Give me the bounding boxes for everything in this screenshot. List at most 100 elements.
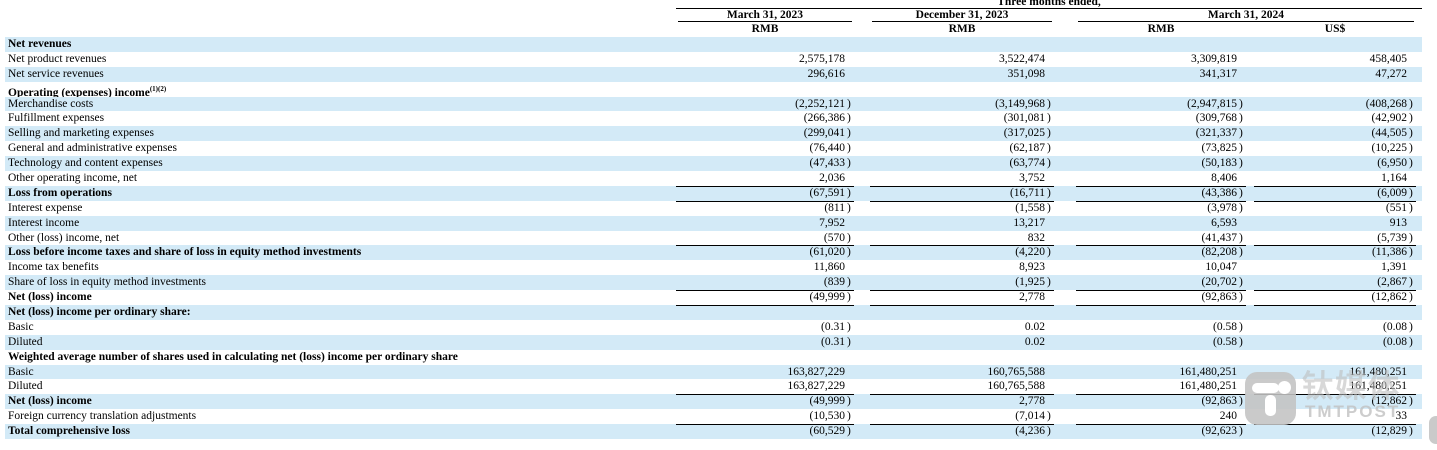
value-cell: (299,041) bbox=[676, 126, 854, 141]
row-label: Share of loss in equity method investmen… bbox=[8, 276, 207, 289]
value-cell bbox=[1254, 82, 1416, 97]
value-cell: 160,765,588 bbox=[870, 379, 1054, 396]
cell-value: (408,268 bbox=[1365, 97, 1407, 110]
value-cell: (62,187) bbox=[870, 141, 1054, 156]
value-cell: (47,433) bbox=[676, 156, 854, 171]
row-label: Loss before income taxes and share of lo… bbox=[8, 246, 362, 259]
value-cell: (41,437) bbox=[1076, 231, 1246, 247]
value-cell bbox=[870, 37, 1054, 52]
currency-header-usd: US$ bbox=[1324, 23, 1346, 35]
value-cell: (811) bbox=[676, 201, 854, 216]
value-cell: 161,480,251 bbox=[1254, 379, 1416, 396]
period-header-label: Three months ended, bbox=[997, 0, 1101, 8]
column-header-date-mar-2024: March 31, 2024 bbox=[1078, 9, 1414, 22]
cell-value: (63,774 bbox=[1009, 157, 1045, 170]
cell-value: 10,047 bbox=[1205, 261, 1237, 274]
cell-value bbox=[870, 37, 1045, 52]
value-cell: (76,440) bbox=[676, 141, 854, 156]
cell-value: 8,923 bbox=[1019, 261, 1045, 274]
column-header-date-dec-2023: December 31, 2023 bbox=[872, 9, 1052, 22]
table-row: Other operating income, net 2,036 3,752 8,4… bbox=[5, 171, 1422, 187]
cell-value: 0.02 bbox=[1024, 335, 1045, 348]
table-row: Merchandise costs (2,252,121) (3,149,968)(… bbox=[5, 96, 1422, 112]
cell-value: (0.08 bbox=[1383, 320, 1407, 333]
value-cell: (20,702) bbox=[1076, 275, 1246, 292]
value-cell: (551) bbox=[1254, 201, 1416, 216]
tmtpost-logo-icon bbox=[1245, 372, 1296, 425]
table-row: Loss from operations (67,591) (16,711) (43,… bbox=[5, 185, 1422, 202]
value-cell bbox=[1076, 350, 1246, 365]
value-cell: 913 bbox=[1254, 216, 1416, 231]
cell-value bbox=[676, 37, 845, 52]
value-cell: 6,593 bbox=[1076, 216, 1246, 231]
row-label: Net (loss) income bbox=[8, 395, 92, 408]
value-cell: (2,867) bbox=[1254, 275, 1416, 292]
table-row: Net (loss) income (49,999) 2,778 (92,863) (1… bbox=[5, 394, 1422, 410]
value-cell: (2,252,121) bbox=[676, 97, 854, 112]
cell-value: (3,978 bbox=[1207, 201, 1237, 214]
cell-value: 160,765,588 bbox=[987, 365, 1046, 378]
value-cell: 458,405 bbox=[1254, 52, 1416, 67]
cell-value: (309,768 bbox=[1195, 112, 1237, 125]
cell-value: (321,337 bbox=[1195, 127, 1237, 140]
row-label: Merchandise costs bbox=[8, 97, 94, 110]
table-row: Foreign currency translation adjustments… bbox=[5, 409, 1422, 426]
cell-value: (76,440 bbox=[809, 142, 845, 155]
row-label: Net (loss) income per ordinary share: bbox=[8, 306, 191, 319]
value-cell: 1,391 bbox=[1254, 260, 1416, 275]
value-cell: (67,591) bbox=[676, 186, 854, 202]
table-row: Share of loss in equity method investmen… bbox=[5, 275, 1422, 292]
table-row: Selling and marketing expenses (299,041)(… bbox=[5, 126, 1422, 142]
cell-value: 1,164 bbox=[1381, 172, 1407, 185]
value-cell: 3,522,474 bbox=[870, 52, 1054, 67]
cell-value: (0.58 bbox=[1213, 320, 1237, 333]
cell-value: (61,020 bbox=[809, 246, 845, 259]
cell-value: (0.08 bbox=[1383, 335, 1407, 348]
value-cell: (63,774) bbox=[870, 156, 1054, 171]
cell-value: (10,530 bbox=[809, 410, 845, 423]
cell-value: (811 bbox=[824, 201, 845, 214]
cell-value: (50,183 bbox=[1201, 157, 1237, 170]
value-cell: 240 bbox=[1076, 409, 1246, 426]
value-cell: 163,827,229 bbox=[676, 365, 854, 380]
value-cell: (49,999) bbox=[676, 290, 854, 307]
currency-header-rmb-3: RMB bbox=[1147, 23, 1175, 35]
table-row: Net (loss) income per ordinary share: bbox=[5, 305, 1422, 320]
income-statement-table: Three months ended, March 31, 2023 Decem… bbox=[5, 0, 1422, 440]
value-cell: (408,268) bbox=[1254, 97, 1416, 112]
value-cell: 3,309,819 bbox=[1076, 52, 1246, 67]
table-row: Weighted average number of shares used i… bbox=[5, 350, 1422, 365]
cell-value: 0.02 bbox=[1024, 320, 1045, 333]
value-cell: (266,386) bbox=[676, 111, 854, 126]
value-cell: (50,183) bbox=[1076, 156, 1246, 171]
value-cell: (0.08) bbox=[1254, 335, 1416, 350]
value-cell: (1,558) bbox=[870, 201, 1054, 216]
value-cell: 1,164 bbox=[1254, 171, 1416, 187]
cell-value bbox=[1254, 82, 1407, 97]
value-cell bbox=[676, 37, 854, 52]
cell-value bbox=[870, 305, 1045, 320]
value-cell: (570) bbox=[676, 231, 854, 247]
cell-value bbox=[676, 350, 845, 365]
value-cell: (321,337) bbox=[1076, 126, 1246, 141]
table-row: Loss before income taxes and share of lo… bbox=[5, 245, 1422, 261]
table-row: Total comprehensive loss (60,529) (4,236)(… bbox=[5, 424, 1422, 440]
value-cell: 832 bbox=[870, 231, 1054, 247]
row-label: Other operating income, net bbox=[8, 172, 138, 185]
watermark-edge-fragment-icon bbox=[1429, 416, 1437, 444]
cell-value: 296,616 bbox=[807, 67, 845, 80]
cell-value: 7,952 bbox=[819, 216, 845, 229]
cell-value: 351,098 bbox=[1007, 67, 1045, 80]
table-header-dates-row: March 31, 2023 December 31, 2023 March 3… bbox=[5, 9, 1422, 22]
value-cell: (44,505) bbox=[1254, 126, 1416, 141]
cell-value: (7,014 bbox=[1015, 410, 1045, 423]
cell-value: (6,950 bbox=[1377, 157, 1407, 170]
cell-value: 2,575,178 bbox=[799, 52, 845, 65]
cell-value: (5,739 bbox=[1377, 231, 1407, 244]
cell-value: 832 bbox=[1027, 231, 1045, 244]
cell-value: (570 bbox=[823, 231, 845, 244]
cell-value bbox=[1076, 82, 1237, 97]
value-cell: (12,829) bbox=[1254, 424, 1416, 439]
cell-value: (20,702 bbox=[1201, 276, 1237, 289]
value-cell: 0.02 bbox=[870, 335, 1054, 350]
